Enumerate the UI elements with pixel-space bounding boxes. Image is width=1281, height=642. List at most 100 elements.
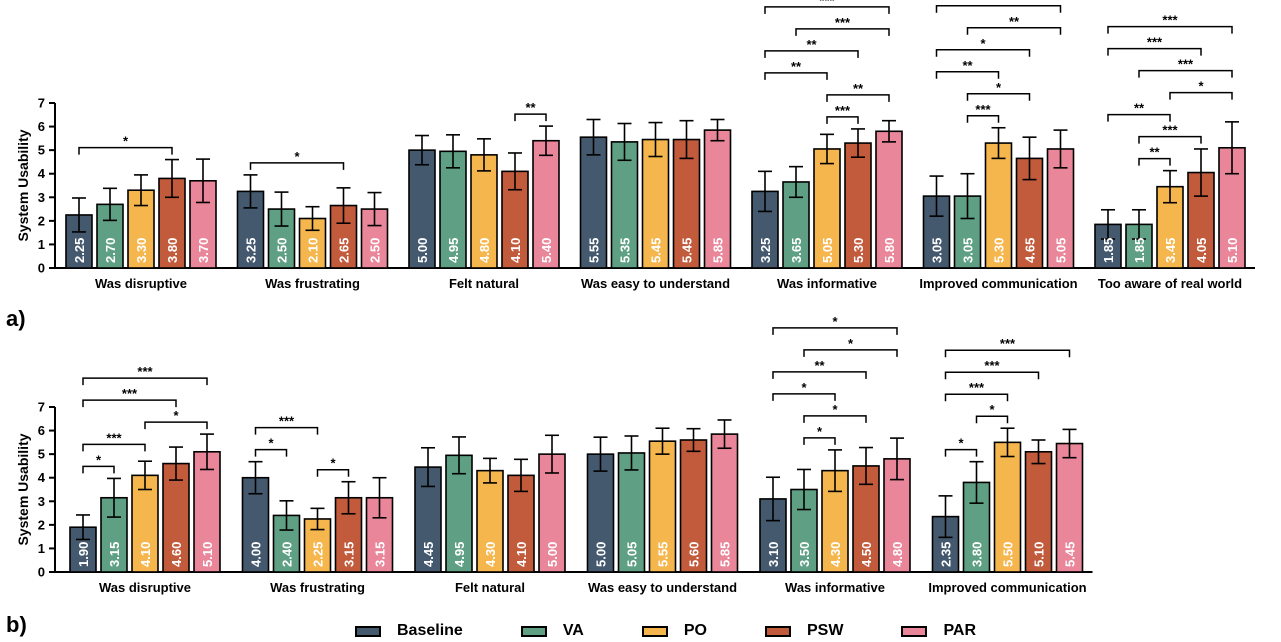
significance-stars: **	[962, 58, 973, 73]
significance-stars: ***	[975, 102, 991, 117]
significance-stars: **	[525, 100, 536, 115]
bar-value-label: 4.10	[514, 542, 529, 567]
significance-stars: ***	[984, 358, 1000, 373]
bar-value-label: 2.25	[72, 238, 87, 263]
significance-bracket	[944, 371, 1040, 380]
bar-value-label: 3.25	[758, 238, 773, 263]
legend-item-po: PO	[641, 622, 707, 640]
significance-bracket	[1169, 91, 1233, 100]
bar-value-label: 4.30	[483, 542, 498, 567]
significance-bracket	[975, 415, 1009, 424]
significance-stars: ***	[122, 386, 138, 401]
bar-po	[648, 440, 677, 573]
significance-stars: **	[1149, 145, 1160, 160]
significance-bracket	[82, 377, 208, 386]
significance-stars: *	[848, 336, 854, 351]
bar-po	[984, 142, 1013, 269]
significance-bracket	[826, 94, 890, 102]
significance-stars: *	[268, 436, 274, 451]
bar-value-label: 2.50	[368, 238, 383, 263]
bar-value-label: 1.85	[1132, 238, 1147, 263]
significance-stars: ***	[969, 380, 985, 395]
bar-value-label: 2.25	[311, 542, 326, 567]
significance-stars: *	[996, 80, 1002, 95]
significance-stars: *	[989, 402, 995, 417]
significance-stars: ***	[1162, 123, 1178, 138]
bar-value-label: 3.50	[797, 542, 812, 567]
bar-value-label: 3.15	[107, 542, 122, 567]
legend-label-po: PO	[683, 622, 707, 639]
significance-bracket	[966, 27, 1062, 35]
bar-value-label: 5.55	[587, 238, 602, 263]
y-tick-label: 2	[38, 517, 45, 532]
bar-value-label: 3.15	[342, 542, 357, 567]
legend-item-baseline: Baseline	[355, 622, 463, 640]
significance-bracket	[772, 327, 898, 335]
bar-par	[532, 139, 560, 269]
bar-value-label: 3.15	[373, 542, 388, 567]
bar-baseline	[579, 136, 608, 269]
significance-bracket	[78, 146, 173, 155]
bar-po	[127, 189, 155, 269]
significance-bracket	[935, 71, 1000, 79]
significance-bracket	[772, 393, 836, 401]
significance-stars: *	[294, 149, 300, 164]
significance-bracket	[803, 437, 836, 445]
significance-bracket	[803, 349, 898, 357]
bar-value-label: 4.30	[828, 542, 843, 567]
significance-stars: ***	[1162, 13, 1178, 28]
bar-value-label: 4.05	[1194, 238, 1209, 263]
x-category-label: Was informative	[785, 580, 885, 595]
significance-bracket	[1107, 47, 1202, 56]
significance-stars: *	[1198, 79, 1204, 94]
bar-value-label: 3.80	[165, 238, 180, 263]
bar-value-label: 2.50	[275, 238, 290, 263]
bar-value-label: 1.85	[1101, 238, 1116, 263]
significance-bracket	[935, 49, 1031, 57]
significance-stars: **	[814, 358, 825, 373]
bar-value-label: 5.05	[625, 542, 640, 567]
significance-stars: ***	[819, 0, 835, 8]
significance-stars: ***	[1000, 336, 1016, 351]
y-axis-label: System Usability	[15, 433, 31, 545]
y-tick-label: 5	[38, 447, 45, 462]
bar-value-label: 4.50	[859, 542, 874, 567]
bar-value-label: 5.00	[415, 238, 430, 263]
bar-psw	[679, 439, 708, 573]
significance-bracket	[772, 371, 867, 379]
bar-psw	[1024, 450, 1053, 573]
x-category-label: Too aware of real world	[1098, 276, 1242, 291]
significance-bracket	[1138, 69, 1233, 78]
significance-bracket	[764, 50, 859, 58]
bar-value-label: 4.80	[890, 542, 905, 567]
significance-stars: ***	[835, 103, 851, 118]
bar-value-label: 5.60	[687, 542, 702, 567]
x-category-label: Was informative	[777, 276, 877, 291]
bar-value-label: 4.80	[477, 238, 492, 263]
significance-stars: **	[1134, 101, 1145, 116]
bar-po	[131, 474, 159, 573]
bar-va	[617, 452, 646, 573]
y-tick-label: 6	[38, 119, 45, 134]
significance-stars: **	[1009, 14, 1020, 29]
significance-stars: *	[123, 134, 129, 149]
bar-value-label: 5.30	[851, 238, 866, 263]
legend-swatch-va	[520, 625, 547, 637]
bar-value-label: 2.10	[306, 238, 321, 263]
bar-par	[193, 450, 221, 573]
bar-va	[610, 141, 639, 269]
bar-psw	[844, 142, 872, 269]
significance-bracket	[82, 399, 177, 408]
y-tick-label: 4	[38, 166, 46, 181]
bar-value-label: 5.10	[1225, 238, 1240, 263]
y-tick-label: 4	[38, 470, 46, 485]
legend-swatch-par	[901, 625, 928, 637]
bar-value-label: 3.30	[134, 238, 149, 263]
significance-bracket	[795, 28, 890, 36]
significance-stars: ***	[1147, 35, 1163, 50]
significance-stars: *	[832, 314, 838, 329]
chart-panel-b: 0 1 2 3 4 5 6 7 System Usability 1.90 3.15 4.10 4.60…	[15, 314, 1093, 595]
bar-value-label: 5.50	[1001, 542, 1016, 567]
